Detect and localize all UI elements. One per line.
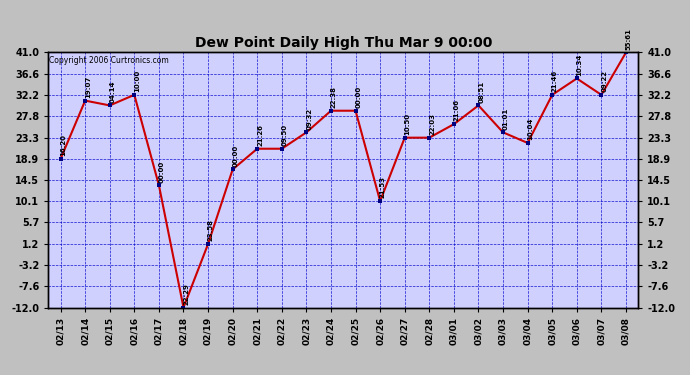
Point [129, 92, 140, 98]
Text: 00:00: 00:00 [233, 144, 239, 166]
Point [104, 102, 115, 108]
Text: Copyright 2006 Curtronics.com: Copyright 2006 Curtronics.com [50, 56, 169, 65]
Text: 09:22: 09:22 [601, 70, 607, 92]
Point [227, 166, 238, 172]
Text: 10:04: 10:04 [527, 118, 533, 140]
Point [448, 121, 460, 127]
Point [375, 198, 386, 204]
Point [276, 146, 287, 152]
Text: 19:07: 19:07 [85, 76, 91, 98]
Text: 00:00: 00:00 [159, 160, 165, 183]
Point [546, 92, 558, 98]
Text: 09:50: 09:50 [282, 124, 288, 146]
Point [497, 129, 509, 135]
Text: 21:06: 21:06 [453, 99, 460, 122]
Text: 10:00: 10:00 [134, 70, 140, 92]
Text: 09:32: 09:32 [306, 108, 312, 130]
Text: 21:46: 21:46 [552, 70, 558, 92]
Point [350, 108, 361, 114]
Text: 55:61: 55:61 [626, 28, 632, 50]
Point [153, 182, 164, 188]
Text: 21:53: 21:53 [380, 176, 386, 198]
Text: 22:29: 22:29 [184, 283, 189, 305]
Point [596, 92, 607, 98]
Point [400, 135, 411, 141]
Point [424, 135, 435, 141]
Text: 01:01: 01:01 [503, 107, 509, 130]
Title: Dew Point Daily High Thu Mar 9 00:00: Dew Point Daily High Thu Mar 9 00:00 [195, 36, 492, 50]
Text: 10:34: 10:34 [577, 53, 582, 76]
Text: 22:38: 22:38 [331, 86, 337, 108]
Text: 04:14: 04:14 [110, 80, 115, 103]
Text: 23:58: 23:58 [208, 219, 214, 241]
Point [473, 102, 484, 108]
Point [203, 241, 214, 247]
Text: 10:50: 10:50 [404, 113, 411, 135]
Point [79, 98, 90, 104]
Point [178, 304, 189, 310]
Text: 08:51: 08:51 [478, 81, 484, 103]
Point [620, 50, 631, 55]
Text: 16:20: 16:20 [60, 134, 66, 156]
Text: 22:03: 22:03 [429, 113, 435, 135]
Text: 21:26: 21:26 [257, 124, 263, 146]
Point [326, 108, 337, 114]
Point [571, 75, 582, 81]
Point [55, 156, 66, 162]
Text: 00:00: 00:00 [355, 86, 362, 108]
Point [301, 129, 312, 135]
Point [252, 146, 263, 152]
Point [522, 140, 533, 146]
